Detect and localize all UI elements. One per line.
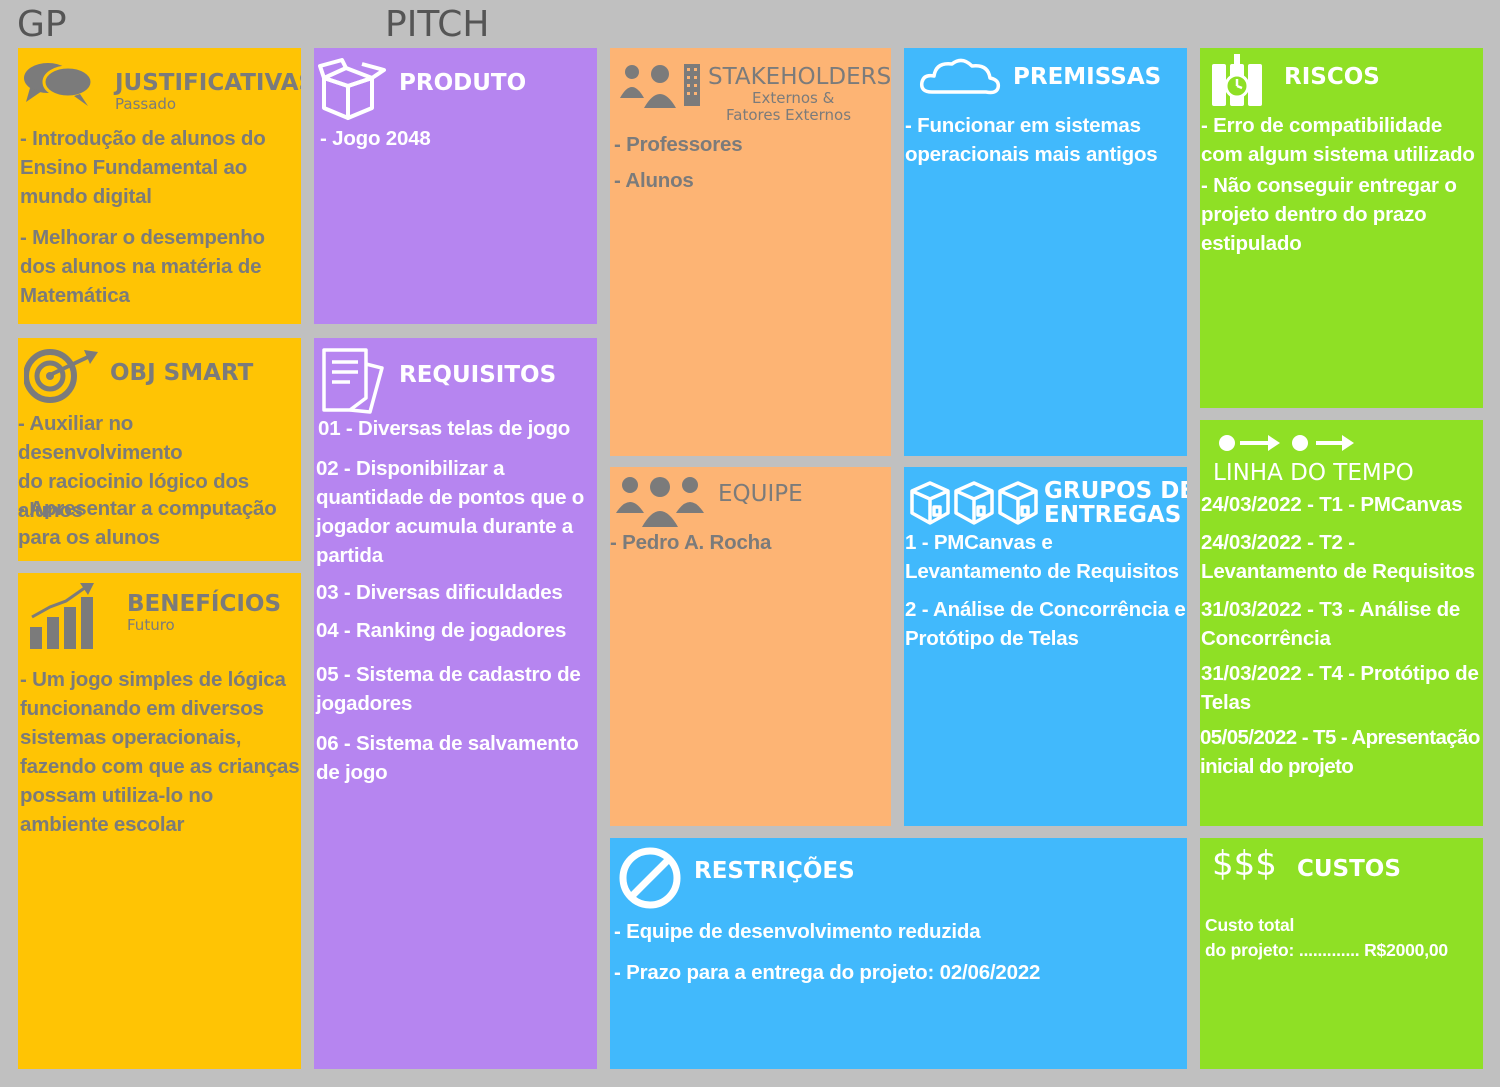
timeline-arrows-icon [1218,432,1358,454]
custos-line1: Custo total [1205,915,1295,935]
dollar-signs-icon: $$$ [1212,844,1277,884]
box-icon [318,58,386,124]
grupos-entregas-item: 2 - Análise de Concorrência e Protótipo … [905,598,1186,650]
equipe-item: - Pedro A. Rocha [610,531,772,554]
grupos-entregas-title-line2: ENTREGAS [1044,502,1182,528]
justificativas-subtitle: Passado [115,95,177,113]
justificativas-title: JUSTIFICATIVAS [115,70,301,96]
riscos-title: RISCOS [1284,64,1380,90]
restricoes-panel[interactable]: RESTRIÇÕES - Equipe de desenvolvimento r… [610,838,1187,1069]
stakeholders-title: STAKEHOLDERS [708,64,891,90]
prohibited-icon [618,846,682,910]
linha-do-tempo-item: 05/05/2022 - T5 - Apresentação inicial d… [1200,726,1480,778]
premissas-panel[interactable]: PREMISSAS - Funcionar em sistemas operac… [904,48,1187,456]
produto-item: - Jogo 2048 [320,127,431,150]
stakeholders-item: - Professores [614,133,743,156]
linha-do-tempo-title: LINHA DO TEMPO [1213,460,1414,486]
justificativas-item: - Melhorar o desempenho dos alunos na ma… [20,226,265,307]
stakeholders-item: - Alunos [614,169,694,192]
justificativas-panel[interactable]: JUSTIFICATIVAS Passado - Introdução de a… [18,48,301,324]
linha-do-tempo-item: 31/03/2022 - T3 - Análise de Concorrênci… [1201,598,1461,650]
equipe-panel[interactable]: EQUIPE - Pedro A. Rocha [610,467,891,826]
requisitos-item: 02 - Disponibilizar a quantidade de pont… [316,457,585,567]
obj-smart-item: - Apresentar a computação para os alunos [18,497,277,549]
linha-do-tempo-item: 24/03/2022 - T1 - PMCanvas [1201,493,1463,516]
linha-do-tempo-item: 31/03/2022 - T4 - Protótipo de Telas [1201,662,1479,714]
premissas-title: PREMISSAS [1013,64,1162,90]
team-icon [616,473,706,529]
requisitos-title: REQUISITOS [399,362,557,388]
linha-do-tempo-item: 24/03/2022 - T2 - Levantamento de Requis… [1201,531,1475,583]
justificativas-item: - Introdução de alunos do Ensino Fundame… [20,127,266,208]
requisitos-item: 03 - Diversas dificuldades [316,581,563,604]
target-icon [24,346,100,404]
beneficios-subtitle: Futuro [127,616,175,634]
requisitos-item: 05 - Sistema de cadastro de jogadores [316,663,581,715]
requisitos-item: 06 - Sistema de salvamento de jogo [316,732,579,784]
requisitos-item: 04 - Ranking de jogadores [316,619,567,642]
beneficios-item: - Um jogo simples de lógica funcionando … [20,668,300,836]
document-icon [320,346,386,414]
produto-title: PRODUTO [399,70,527,96]
beneficios-title: BENEFÍCIOS [127,591,282,617]
beneficios-panel[interactable]: BENEFÍCIOS Futuro - Um jogo simples de l… [18,573,301,1069]
cloud-icon [918,56,1002,98]
riscos-item: - Não conseguir entregar o projeto dentr… [1201,174,1457,255]
equipe-title: EQUIPE [718,481,803,507]
custos-panel[interactable]: $$$ CUSTOS Custo total do projeto: .....… [1200,838,1483,1069]
pitch-label: PITCH [385,4,490,45]
grupos-entregas-title-line1: GRUPOS DE [1044,478,1187,504]
speech-bubbles-icon [22,58,96,108]
dynamite-icon [1210,52,1268,108]
grupos-entregas-panel[interactable]: GRUPOS DE ENTREGAS 1 - PMCanvas e Levant… [904,467,1187,826]
custos-title: CUSTOS [1297,856,1401,882]
obj-smart-panel[interactable]: OBJ SMART - Auxiliar no desenvolvimento … [18,338,301,561]
riscos-item: - Erro de compatibilidade com algum sist… [1201,114,1475,166]
gp-label: GP [17,4,67,45]
stakeholders-subtitle-line1: Externos & [752,89,835,107]
restricoes-item: - Equipe de desenvolvimento reduzida [614,920,981,943]
restricoes-item: - Prazo para a entrega do projeto: 02/06… [614,961,1041,984]
requisitos-item: 01 - Diversas telas de jogo [318,417,571,440]
people-building-icon [620,62,704,110]
linha-do-tempo-panel[interactable]: LINHA DO TEMPO 24/03/2022 - T1 - PMCanva… [1200,420,1483,826]
grupos-entregas-item: 1 - PMCanvas e Levantamento de Requisito… [905,531,1179,583]
stakeholders-panel[interactable]: STAKEHOLDERS Externos & Fatores Externos… [610,48,891,456]
packages-icon [908,477,1042,525]
premissas-item: - Funcionar em sistemas operacionais mai… [905,114,1158,166]
riscos-panel[interactable]: RISCOS - Erro de compatibilidade com alg… [1200,48,1483,408]
bar-chart-icon [28,581,104,651]
obj-smart-title: OBJ SMART [110,360,254,386]
produto-panel[interactable]: PRODUTO - Jogo 2048 [314,48,597,324]
obj-smart-item: - Auxiliar no desenvolvimento do racioci… [18,412,249,522]
requisitos-panel[interactable]: REQUISITOS 01 - Diversas telas de jogo 0… [314,338,597,1069]
restricoes-title: RESTRIÇÕES [694,858,855,884]
custos-line2: do projeto: ............. R$2000,00 [1205,940,1448,960]
stakeholders-subtitle-line2: Fatores Externos [726,106,852,124]
